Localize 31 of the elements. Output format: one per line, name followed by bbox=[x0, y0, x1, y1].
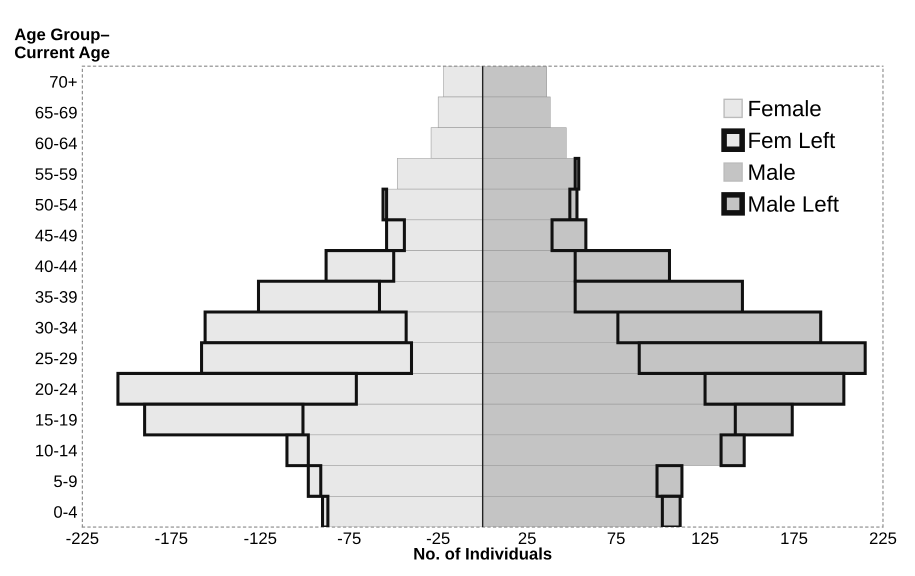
y-tick-label: 40-44 bbox=[35, 260, 78, 272]
x-tick-label: -175 bbox=[155, 532, 188, 544]
x-tick-label: -75 bbox=[338, 532, 361, 544]
y-tick-label: 35-39 bbox=[36, 291, 77, 303]
y-tick-label: 50-54 bbox=[36, 198, 78, 211]
y-tick-label: 30-34 bbox=[36, 322, 78, 334]
y-tick-label: 15-19 bbox=[36, 414, 77, 426]
y-axis-title: Age Group– Current Age bbox=[14, 28, 110, 62]
x-tick-label: 125 bbox=[692, 532, 718, 544]
x-tick-label: -25 bbox=[426, 532, 450, 544]
y-tick-label: 55-59 bbox=[36, 168, 77, 180]
legend-label: Fem Left bbox=[749, 132, 836, 148]
y-tick-label: 25-29 bbox=[36, 352, 77, 364]
x-tick-label: 175 bbox=[781, 532, 808, 544]
y-tick-label: 0-4 bbox=[54, 506, 78, 518]
legend-label: Female bbox=[749, 100, 821, 116]
y-tick-label: 60-64 bbox=[36, 137, 78, 150]
x-tick-label: 225 bbox=[870, 532, 896, 544]
x-tick-label: 75 bbox=[608, 532, 625, 544]
y-tick-label: 70+ bbox=[50, 76, 77, 88]
x-tick-label: -125 bbox=[244, 532, 276, 544]
y-tick-label: 10-14 bbox=[36, 444, 78, 456]
legend-label: Male bbox=[749, 164, 795, 180]
x-tick-label: -225 bbox=[66, 532, 98, 544]
y-tick-label: 45-49 bbox=[35, 230, 77, 242]
x-axis-title: No. of Individuals bbox=[414, 547, 552, 560]
y-tick-label: 5-9 bbox=[54, 475, 77, 488]
x-tick-label: 25 bbox=[518, 532, 536, 544]
legend-label: Male Left bbox=[749, 196, 839, 212]
y-tick-label: 20-24 bbox=[36, 383, 78, 396]
y-tick-label: 65-69 bbox=[36, 106, 77, 119]
